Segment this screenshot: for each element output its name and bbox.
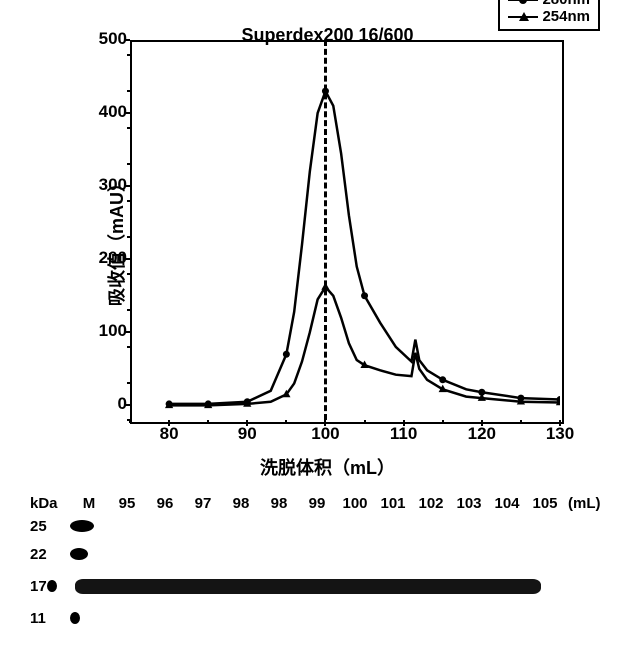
lane-labels: 959697989899100101102103104105 bbox=[108, 495, 564, 512]
legend-label: 254nm bbox=[542, 8, 590, 25]
y-tick-label: 100 bbox=[92, 321, 127, 341]
x-tick-label: 80 bbox=[160, 424, 179, 444]
plot-area bbox=[130, 40, 564, 424]
lane-label: 102 bbox=[412, 495, 450, 512]
lane-label: 98 bbox=[260, 495, 298, 512]
marker-band bbox=[70, 520, 94, 532]
lane-label: 101 bbox=[374, 495, 412, 512]
x-tick-label: 120 bbox=[468, 424, 496, 444]
y-tick-label: 300 bbox=[92, 175, 127, 195]
y-tick-label: 0 bbox=[92, 394, 127, 414]
lane-label: 98 bbox=[222, 495, 260, 512]
gel-row: 22 bbox=[30, 540, 610, 568]
lane-label: 103 bbox=[450, 495, 488, 512]
kda-label: kDa bbox=[30, 495, 70, 512]
lane-label: 99 bbox=[298, 495, 336, 512]
marker-lane-label: M bbox=[70, 495, 108, 512]
chart-title: Superdex200 16/600 bbox=[241, 25, 413, 46]
x-tick-label: 100 bbox=[311, 424, 339, 444]
mw-label: 11 bbox=[30, 610, 70, 627]
y-tick-label: 400 bbox=[92, 102, 127, 122]
mw-label: 25 bbox=[30, 518, 70, 535]
x-axis-label: 洗脱体积（mL） bbox=[260, 454, 395, 480]
x-tick-label: 90 bbox=[238, 424, 257, 444]
legend: 280nm 254nm bbox=[498, 0, 600, 31]
lane-label: 97 bbox=[184, 495, 222, 512]
lane-label: 96 bbox=[146, 495, 184, 512]
lane-unit: (mL) bbox=[568, 495, 601, 512]
y-tick-label: 500 bbox=[92, 29, 127, 49]
legend-item-254: 254nm bbox=[508, 8, 590, 25]
lane-label: 104 bbox=[488, 495, 526, 512]
mw-label: 17 bbox=[30, 578, 47, 595]
chromatogram-chart: 280nm 254nm Superdex200 16/600 吸收值（mAU） … bbox=[60, 10, 595, 470]
mw-label: 22 bbox=[30, 546, 70, 563]
x-tick-label: 130 bbox=[546, 424, 574, 444]
figure-container: 280nm 254nm Superdex200 16/600 吸收值（mAU） … bbox=[0, 0, 635, 657]
gel-row: 25 bbox=[30, 512, 610, 540]
gel-rows: 25 22 17 11 bbox=[30, 512, 610, 632]
gel-lane-header: kDa M 959697989899100101102103104105 (mL… bbox=[30, 495, 610, 512]
marker-band bbox=[70, 548, 88, 560]
legend-item-280: 280nm bbox=[508, 0, 590, 8]
protein-band bbox=[75, 579, 541, 594]
gel-row: 17 bbox=[30, 568, 610, 604]
gel-image-panel: kDa M 959697989899100101102103104105 (mL… bbox=[30, 495, 610, 632]
legend-label: 280nm bbox=[542, 0, 590, 8]
lane-label: 105 bbox=[526, 495, 564, 512]
lane-label: 95 bbox=[108, 495, 146, 512]
gel-row: 11 bbox=[30, 604, 610, 632]
y-tick-label: 200 bbox=[92, 248, 127, 268]
lane-label: 100 bbox=[336, 495, 374, 512]
x-tick-label: 110 bbox=[390, 424, 417, 444]
marker-band bbox=[70, 612, 80, 624]
peak-reference-line bbox=[324, 40, 327, 420]
